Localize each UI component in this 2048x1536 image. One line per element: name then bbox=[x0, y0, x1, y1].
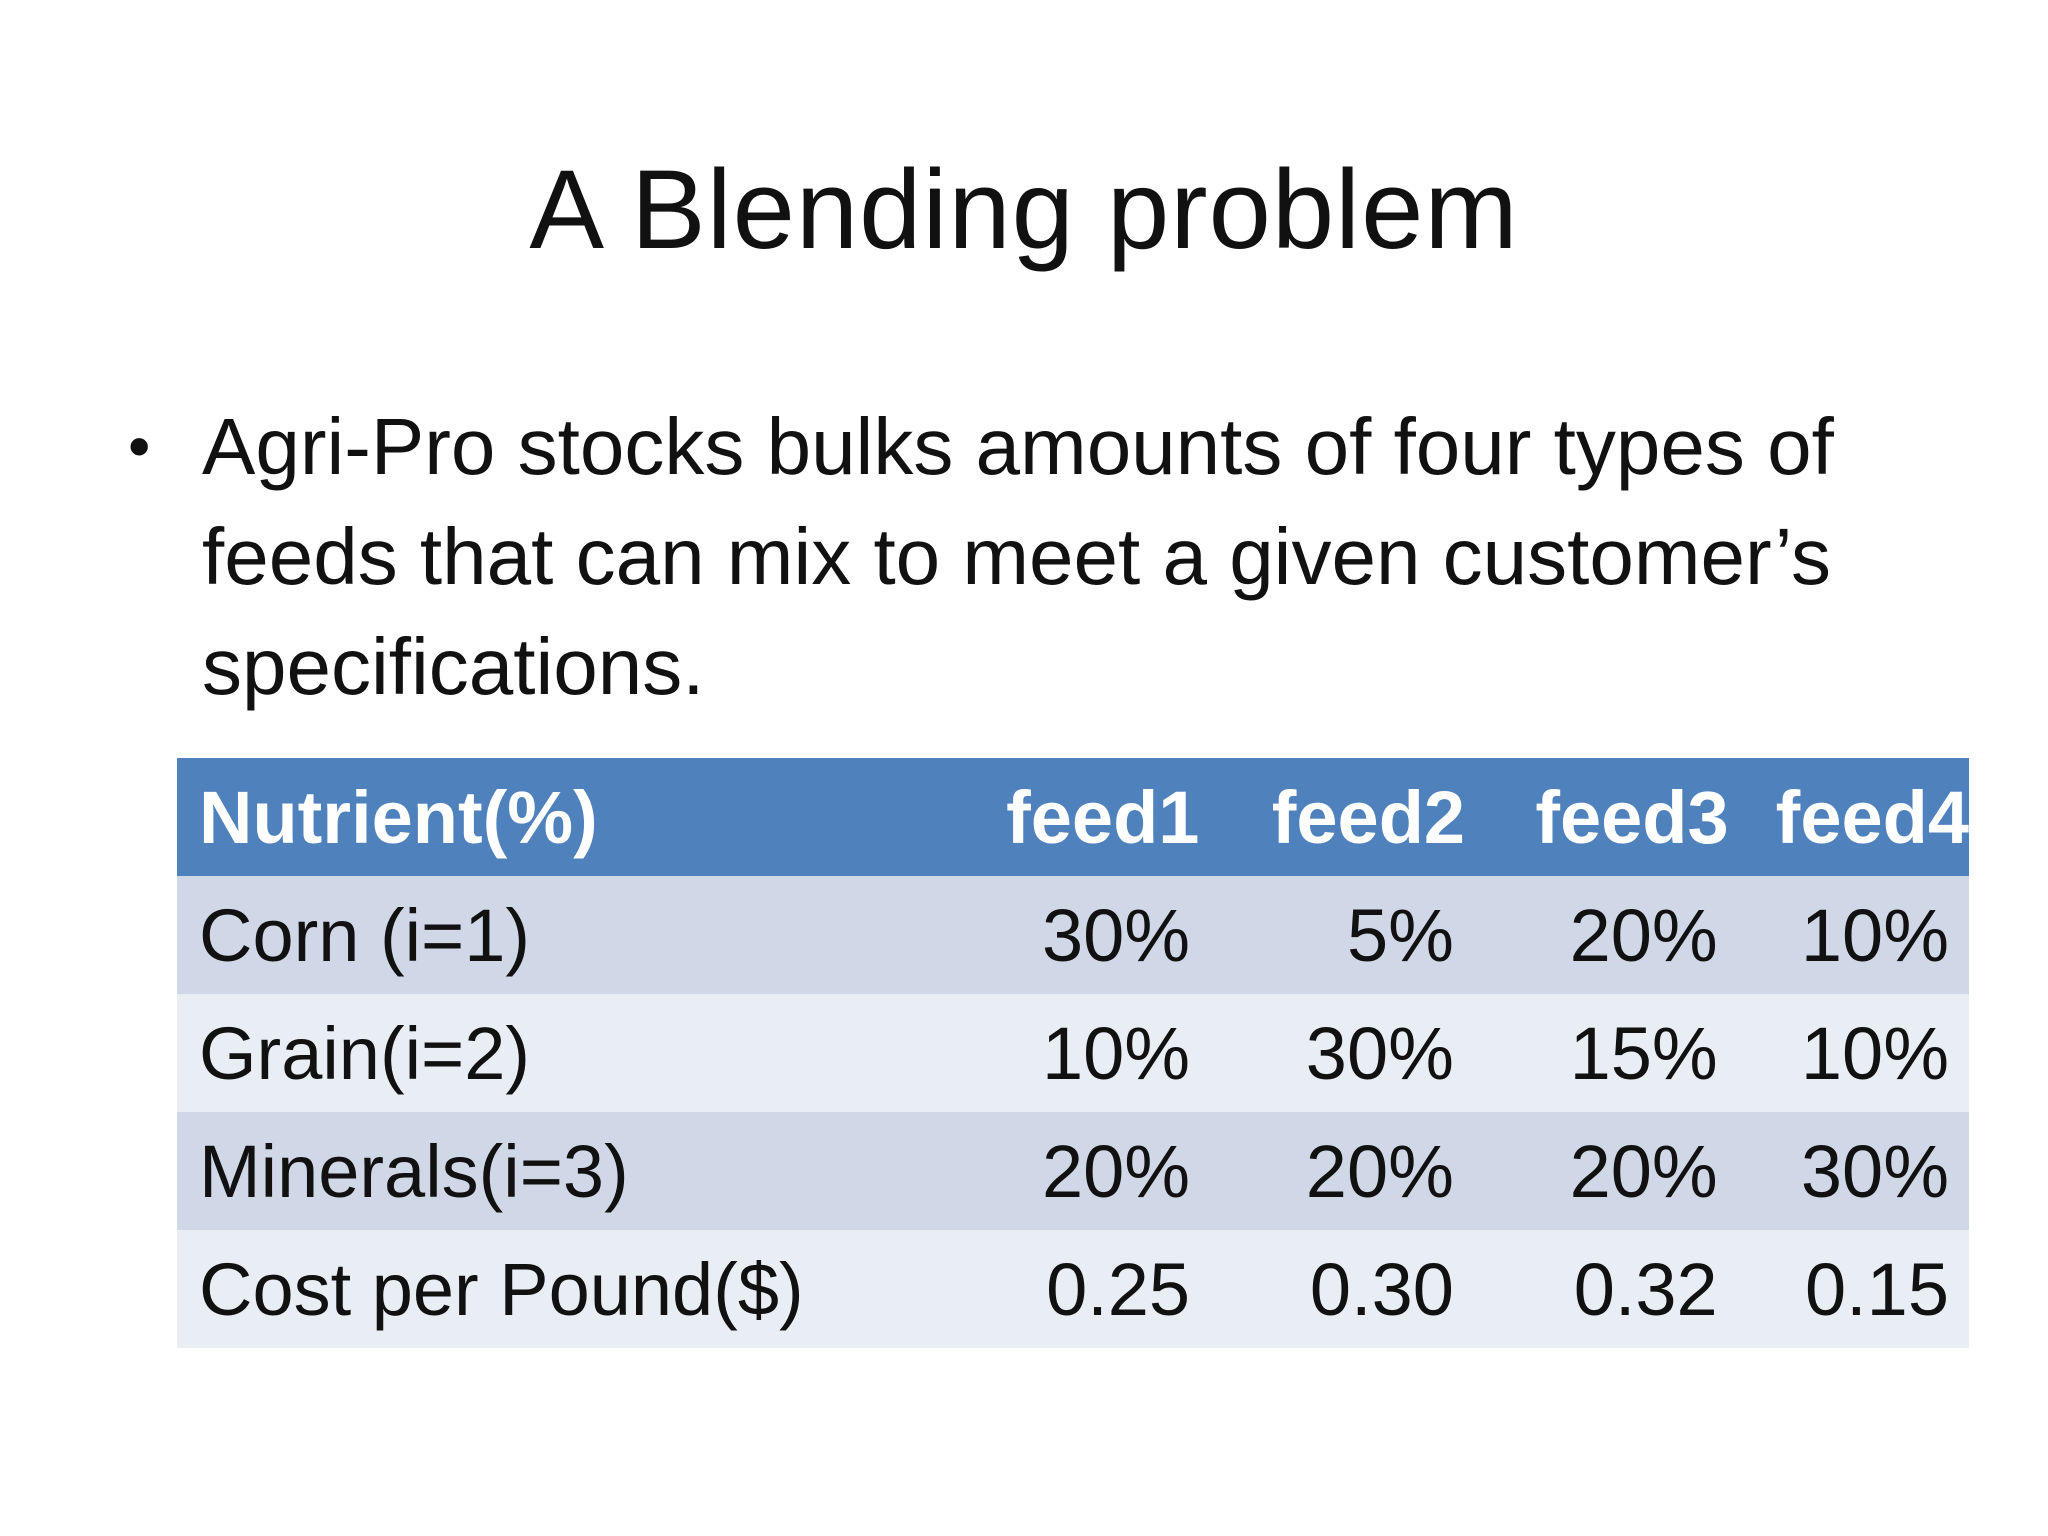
bullet-text: Agri-Pro stocks bulks amounts of four ty… bbox=[202, 402, 1834, 711]
table-cell: 30% bbox=[1041, 893, 1191, 977]
table-row: Corn (i=1) 30% 5% 20% 10% bbox=[177, 876, 1969, 994]
header-feed3: feed3 bbox=[1535, 775, 1729, 859]
table-row: Cost per Pound($) 0.25 0.30 0.32 0.15 bbox=[177, 1230, 1969, 1348]
row-label: Grain(i=2) bbox=[199, 1011, 531, 1095]
table-cell: 20% bbox=[1569, 893, 1718, 977]
bullet-icon: • bbox=[128, 410, 151, 482]
table-cell: 30% bbox=[1800, 1129, 1949, 1213]
table-cell: 10% bbox=[1041, 1011, 1191, 1095]
nutrient-table: Nutrient(%) feed1 feed2 feed3 feed4 Corn… bbox=[177, 758, 1969, 1348]
header-nutrient: Nutrient(%) bbox=[199, 775, 598, 859]
table-cell: 30% bbox=[1305, 1011, 1454, 1095]
row-label: Cost per Pound($) bbox=[199, 1247, 804, 1331]
row-label: Minerals(i=3) bbox=[199, 1129, 629, 1213]
table-cell: 5% bbox=[1346, 893, 1454, 977]
table-cell: 20% bbox=[1569, 1129, 1718, 1213]
table-cell: 0.25 bbox=[1046, 1247, 1191, 1331]
table-cell: 0.30 bbox=[1309, 1247, 1454, 1331]
header-feed1: feed1 bbox=[1006, 775, 1200, 859]
table-row: Minerals(i=3) 20% 20% 20% 30% bbox=[177, 1112, 1969, 1230]
table-cell: 20% bbox=[1305, 1129, 1454, 1213]
row-label: Corn (i=1) bbox=[199, 893, 531, 977]
table-row: Grain(i=2) 10% 30% 15% 10% bbox=[177, 994, 1969, 1112]
slide-title: A Blending problem bbox=[529, 147, 1519, 272]
header-feed2: feed2 bbox=[1271, 775, 1466, 859]
table-header-row: Nutrient(%) feed1 feed2 feed3 feed4 bbox=[177, 758, 1969, 876]
table-cell: 0.15 bbox=[1804, 1247, 1949, 1331]
table-cell: 20% bbox=[1041, 1129, 1191, 1213]
table-cell: 10% bbox=[1800, 893, 1949, 977]
table-cell: 15% bbox=[1569, 1011, 1718, 1095]
table-cell: 10% bbox=[1800, 1011, 1949, 1095]
table-cell: 0.32 bbox=[1573, 1247, 1718, 1331]
header-feed4: feed4 bbox=[1775, 775, 1969, 859]
